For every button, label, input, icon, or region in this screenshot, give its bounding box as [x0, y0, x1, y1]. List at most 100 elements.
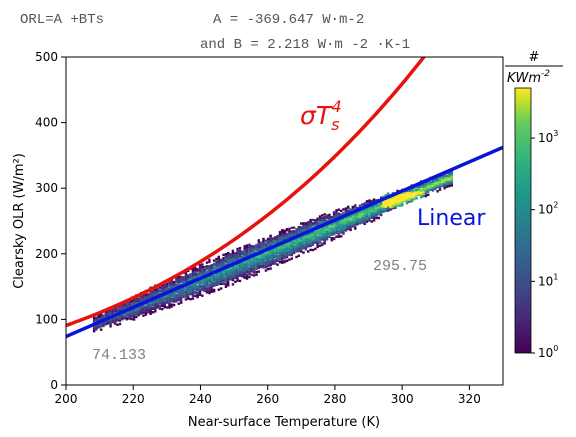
- heatmap-cell: [215, 274, 218, 277]
- heatmap-cell: [267, 258, 270, 261]
- heatmap-cell: [97, 314, 100, 317]
- heatmap-cell: [128, 305, 131, 308]
- heatmap-cell: [283, 252, 286, 255]
- heatmap-cell: [356, 217, 359, 220]
- heatmap-cell: [307, 250, 310, 253]
- heatmap-cell: [300, 222, 303, 225]
- heatmap-cell: [234, 254, 237, 257]
- heatmap-cell: [142, 305, 145, 308]
- heatmap-cell: [215, 276, 218, 280]
- heatmap-cell: [234, 267, 237, 270]
- heatmap-cell: [403, 199, 406, 203]
- heatmap-cell: [410, 195, 413, 199]
- heatmap-cell: [271, 247, 275, 251]
- heatmap-cell: [304, 246, 308, 249]
- heatmap-cell: [222, 262, 225, 266]
- heatmap-cell: [271, 241, 275, 245]
- heatmap-cell: [337, 229, 340, 232]
- heatmap-cell: [191, 284, 195, 287]
- heatmap-cell: [243, 274, 246, 277]
- heatmap-cell: [215, 260, 218, 263]
- heatmap-cell: [330, 225, 333, 229]
- heatmap-cell: [290, 248, 293, 252]
- heatmap-cell: [241, 266, 244, 270]
- heatmap-cell: [182, 276, 185, 279]
- heatmap-cell: [405, 189, 409, 193]
- heatmap-cell: [97, 315, 100, 318]
- heatmap-cell: [227, 261, 230, 264]
- heatmap-cell: [210, 270, 213, 273]
- heatmap-cell: [123, 316, 126, 319]
- heatmap-cell: [125, 312, 129, 315]
- heatmap-cell: [292, 240, 296, 243]
- heatmap-cell: [340, 222, 343, 225]
- heatmap-cell: [191, 286, 195, 289]
- heatmap-cell: [130, 315, 133, 318]
- heatmap-cell: [337, 226, 340, 230]
- heatmap-cell: [269, 255, 272, 258]
- heatmap-cell: [245, 267, 249, 270]
- heatmap-cell: [283, 229, 286, 232]
- heatmap-cell: [196, 291, 199, 294]
- heatmap-cell: [358, 221, 362, 224]
- heatmap-cell: [158, 297, 162, 300]
- heatmap-cell: [325, 238, 329, 241]
- heatmap-cell: [295, 243, 298, 246]
- heatmap-cell: [328, 223, 331, 227]
- heatmap-cell: [241, 250, 244, 253]
- heatmap-cell: [365, 213, 369, 216]
- heatmap-cell: [260, 262, 263, 265]
- heatmap-cell: [184, 295, 188, 298]
- heatmap-cell: [380, 209, 383, 212]
- heatmap-cell: [100, 315, 103, 318]
- heatmap-cell: [175, 296, 178, 300]
- heatmap-cell: [281, 230, 284, 234]
- heatmap-cell: [210, 279, 213, 282]
- heatmap-cell: [257, 244, 260, 248]
- heatmap-cell: [154, 288, 157, 292]
- heatmap-cell: [354, 214, 357, 217]
- heatmap-cell: [274, 253, 277, 256]
- heatmap-cell: [203, 288, 206, 292]
- heatmap-cell: [149, 312, 152, 315]
- heatmap-cell: [189, 273, 192, 276]
- heatmap-cell: [365, 220, 369, 223]
- heatmap-cell: [187, 275, 190, 278]
- heatmap-cell: [215, 263, 218, 267]
- heatmap-cell: [252, 246, 256, 249]
- heatmap-cell: [271, 256, 275, 259]
- heatmap-cell: [236, 271, 239, 274]
- heatmap-cell: [208, 283, 211, 286]
- heatmap-cell: [257, 265, 260, 268]
- heatmap-cell: [243, 255, 246, 259]
- heatmap-cell: [170, 300, 173, 303]
- heatmap-cell: [427, 185, 430, 188]
- heatmap-cell: [370, 209, 373, 213]
- heatmap-cell: [170, 279, 173, 283]
- heatmap-cell: [325, 233, 329, 236]
- heatmap-cell: [215, 272, 218, 275]
- heatmap-cell: [250, 249, 253, 252]
- heatmap-cell: [358, 204, 362, 207]
- heatmap-cell: [140, 294, 143, 298]
- heatmap-cell: [377, 209, 380, 213]
- heatmap-cell: [351, 222, 355, 225]
- heatmap-cell: [175, 285, 178, 288]
- heatmap-cell: [271, 257, 275, 260]
- heatmap-cell: [335, 209, 338, 212]
- heatmap-cell: [210, 276, 213, 279]
- heatmap-cell: [217, 272, 220, 275]
- heatmap-cell: [267, 261, 270, 264]
- heatmap-cell: [351, 221, 355, 224]
- heatmap-cell: [347, 227, 350, 231]
- heatmap-cell: [149, 292, 152, 295]
- heatmap-cell: [445, 184, 449, 187]
- heatmap-cell: [297, 239, 300, 242]
- heatmap-cell: [180, 275, 183, 279]
- heatmap-cell: [281, 233, 284, 236]
- heatmap-cell: [194, 294, 197, 298]
- heatmap-cell: [264, 257, 268, 260]
- heatmap-cell: [438, 176, 442, 179]
- heatmap-cell: [271, 239, 275, 242]
- heatmap-cell: [111, 317, 115, 320]
